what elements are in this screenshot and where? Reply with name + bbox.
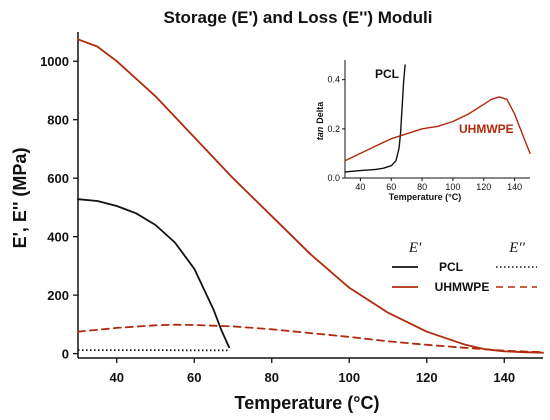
inset-x-axis-label: Temperature (°C) xyxy=(389,192,461,202)
legend-header-storage: E' xyxy=(408,240,422,256)
inset-chart: 40 60 80 100 120 140 0.0 0.2 0.4 tanDelta Temper… xyxy=(315,60,531,202)
x-tick-label: 60 xyxy=(187,370,201,385)
x-tick-label: 80 xyxy=(417,182,427,192)
inset-series-group xyxy=(344,64,531,173)
legend-header-loss: E'' xyxy=(508,240,525,256)
x-tick-label: 140 xyxy=(493,370,515,385)
pcl-storage-line xyxy=(77,198,230,349)
main-series-group xyxy=(77,38,544,354)
y-tick-label: 400 xyxy=(47,230,69,245)
uhmwpe-storage-line xyxy=(77,38,544,354)
x-tick-label: 60 xyxy=(386,182,396,192)
legend: E' E'' PCL UHMWPE xyxy=(392,240,537,294)
uhmwpe-loss-line xyxy=(77,323,544,354)
y-tick-label: 1000 xyxy=(40,54,69,69)
main-axes: 40 60 80 100 120 140 0 200 400 600 800 1000 xyxy=(40,32,543,385)
inset-label-uhmwpe: UHMWPE xyxy=(459,122,514,136)
x-tick-label: 140 xyxy=(507,182,522,192)
y-tick-label: 800 xyxy=(47,113,69,128)
inset-y-axis-label: tanDelta xyxy=(315,101,325,141)
inset-background xyxy=(345,60,530,178)
y-tick-label: 200 xyxy=(47,288,69,303)
uhmwpe-tan-delta-line xyxy=(344,96,531,162)
y-tick-label: 0.4 xyxy=(327,75,340,85)
legend-label-pcl: PCL xyxy=(439,260,463,274)
x-tick-label: 120 xyxy=(476,182,491,192)
x-tick-label: 100 xyxy=(445,182,460,192)
x-tick-label: 40 xyxy=(355,182,365,192)
y-axis-label: E', E'' (MPa) xyxy=(10,148,30,249)
x-tick-label: 80 xyxy=(265,370,279,385)
pcl-tan-delta-line xyxy=(344,64,406,173)
chart-title: Storage (E') and Loss (E'') Moduli xyxy=(163,8,432,27)
y-tick-label: 0.2 xyxy=(327,124,340,134)
x-tick-label: 100 xyxy=(338,370,360,385)
y-tick-label: 600 xyxy=(47,171,69,186)
inset-ticks: 40 60 80 100 120 140 0.0 0.2 0.4 xyxy=(327,75,522,192)
inset-label-pcl: PCL xyxy=(375,67,399,81)
x-axis-label: Temperature (°C) xyxy=(235,393,380,413)
y-tick-label: 0.0 xyxy=(327,173,340,183)
y-tick-label: 0 xyxy=(62,347,69,362)
x-tick-label: 40 xyxy=(110,370,124,385)
main-ticks: 40 60 80 100 120 140 0 200 400 600 800 1000 xyxy=(40,54,515,385)
legend-label-uhmwpe: UHMWPE xyxy=(435,280,490,294)
x-tick-label: 120 xyxy=(416,370,438,385)
